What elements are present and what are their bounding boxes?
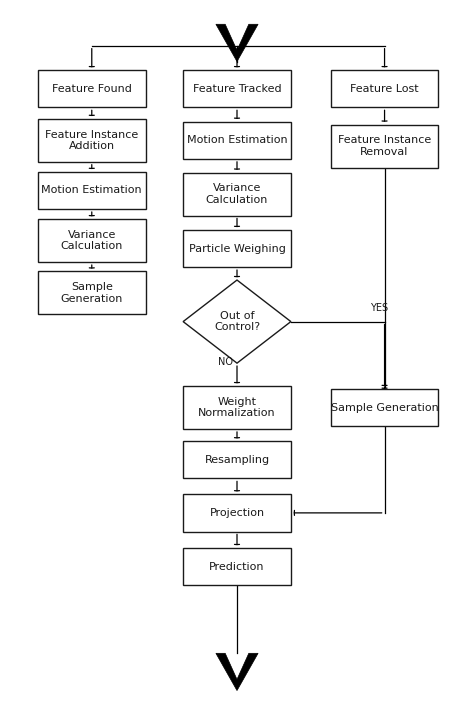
Text: Particle Weighing: Particle Weighing bbox=[189, 243, 285, 253]
Text: Projection: Projection bbox=[210, 508, 264, 518]
FancyBboxPatch shape bbox=[331, 70, 438, 108]
Polygon shape bbox=[216, 25, 258, 61]
Polygon shape bbox=[216, 653, 258, 690]
FancyBboxPatch shape bbox=[331, 389, 438, 426]
Text: Sample
Generation: Sample Generation bbox=[61, 282, 123, 304]
FancyBboxPatch shape bbox=[38, 119, 146, 162]
FancyBboxPatch shape bbox=[331, 125, 438, 168]
FancyBboxPatch shape bbox=[183, 441, 291, 479]
Text: NO: NO bbox=[218, 357, 233, 367]
Text: Motion Estimation: Motion Estimation bbox=[41, 186, 142, 196]
FancyBboxPatch shape bbox=[183, 386, 291, 429]
Text: Feature Found: Feature Found bbox=[52, 84, 132, 94]
FancyBboxPatch shape bbox=[38, 172, 146, 209]
FancyBboxPatch shape bbox=[183, 495, 291, 531]
Text: YES: YES bbox=[371, 303, 389, 313]
Text: Feature Tracked: Feature Tracked bbox=[193, 84, 281, 94]
Text: Resampling: Resampling bbox=[204, 455, 270, 465]
Text: Weight
Normalization: Weight Normalization bbox=[198, 397, 276, 418]
FancyBboxPatch shape bbox=[183, 230, 291, 267]
FancyBboxPatch shape bbox=[183, 122, 291, 159]
FancyBboxPatch shape bbox=[38, 271, 146, 315]
FancyBboxPatch shape bbox=[183, 173, 291, 216]
Text: Sample Generation: Sample Generation bbox=[331, 403, 438, 412]
FancyBboxPatch shape bbox=[183, 70, 291, 108]
Polygon shape bbox=[183, 280, 291, 363]
Text: Out of
Control?: Out of Control? bbox=[214, 310, 260, 332]
FancyBboxPatch shape bbox=[183, 548, 291, 586]
FancyBboxPatch shape bbox=[38, 70, 146, 108]
Text: Feature Instance
Addition: Feature Instance Addition bbox=[45, 129, 138, 151]
Text: Variance
Calculation: Variance Calculation bbox=[61, 230, 123, 251]
Text: Prediction: Prediction bbox=[209, 562, 265, 572]
Text: Variance
Calculation: Variance Calculation bbox=[206, 183, 268, 205]
Text: Feature Lost: Feature Lost bbox=[350, 84, 419, 94]
Text: Feature Instance
Removal: Feature Instance Removal bbox=[338, 135, 431, 157]
FancyBboxPatch shape bbox=[38, 219, 146, 262]
Text: Motion Estimation: Motion Estimation bbox=[187, 135, 287, 145]
